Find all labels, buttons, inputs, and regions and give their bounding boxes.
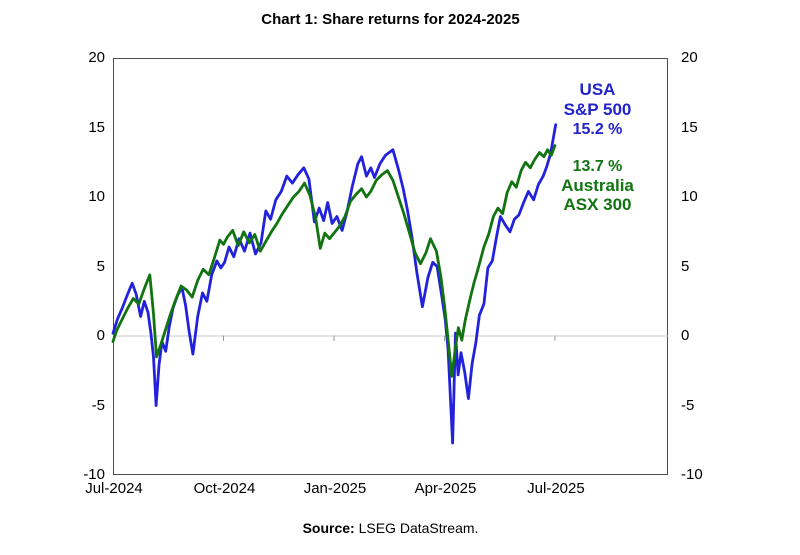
y-axis-label-left: -10 <box>83 466 105 483</box>
x-axis-label: Jul-2025 <box>527 480 585 497</box>
source-note: Source: LSEG DataStream. <box>0 520 781 536</box>
x-axis-label: Oct-2024 <box>193 480 256 497</box>
y-axis-label-left: 10 <box>88 188 105 205</box>
y-axis-label-right: 5 <box>681 257 690 275</box>
legend-australia-name-line1: Australia <box>561 176 634 195</box>
source-text: LSEG DataStream. <box>354 520 479 536</box>
sp500-line <box>111 123 558 445</box>
y-axis-label-right: -10 <box>681 466 703 483</box>
legend-usa-name-line2: S&P 500 <box>563 100 632 119</box>
x-axis-label: Jul-2024 <box>85 480 143 497</box>
asx300-line <box>111 144 557 378</box>
legend-usa-sp500: USA S&P 500 15.2 % <box>525 80 670 140</box>
y-axis-label-left: -5 <box>91 396 105 414</box>
legend-usa-value: 15.2 % <box>572 121 623 138</box>
x-axis-label: Jan-2025 <box>303 480 367 497</box>
y-axis-label-right: 15 <box>681 118 698 136</box>
plot-frame <box>113 58 668 475</box>
y-axis-label-left: 15 <box>88 118 105 136</box>
source-label: Source: <box>302 520 355 536</box>
y-axis-label-right: 0 <box>681 327 690 344</box>
y-axis-label-right: 10 <box>681 188 698 205</box>
legend-usa-name-line1: USA <box>579 80 616 99</box>
x-axis-label: Apr-2025 <box>414 480 477 497</box>
y-axis-label-left: 5 <box>96 257 105 275</box>
legend-australia-value: 13.7 % <box>572 158 623 175</box>
y-axis-label-right: -5 <box>681 396 695 414</box>
legend-australia-asx300: 13.7 % Australia ASX 300 <box>525 157 670 214</box>
chart-svg <box>111 123 668 445</box>
y-axis-label-left: 0 <box>96 327 105 344</box>
chart-title: Chart 1: Share returns for 2024-2025 <box>261 11 520 28</box>
legend-australia-name-line2: ASX 300 <box>563 195 632 214</box>
y-axis-label-right: 20 <box>681 49 698 66</box>
y-axis-label-left: 20 <box>88 49 105 66</box>
